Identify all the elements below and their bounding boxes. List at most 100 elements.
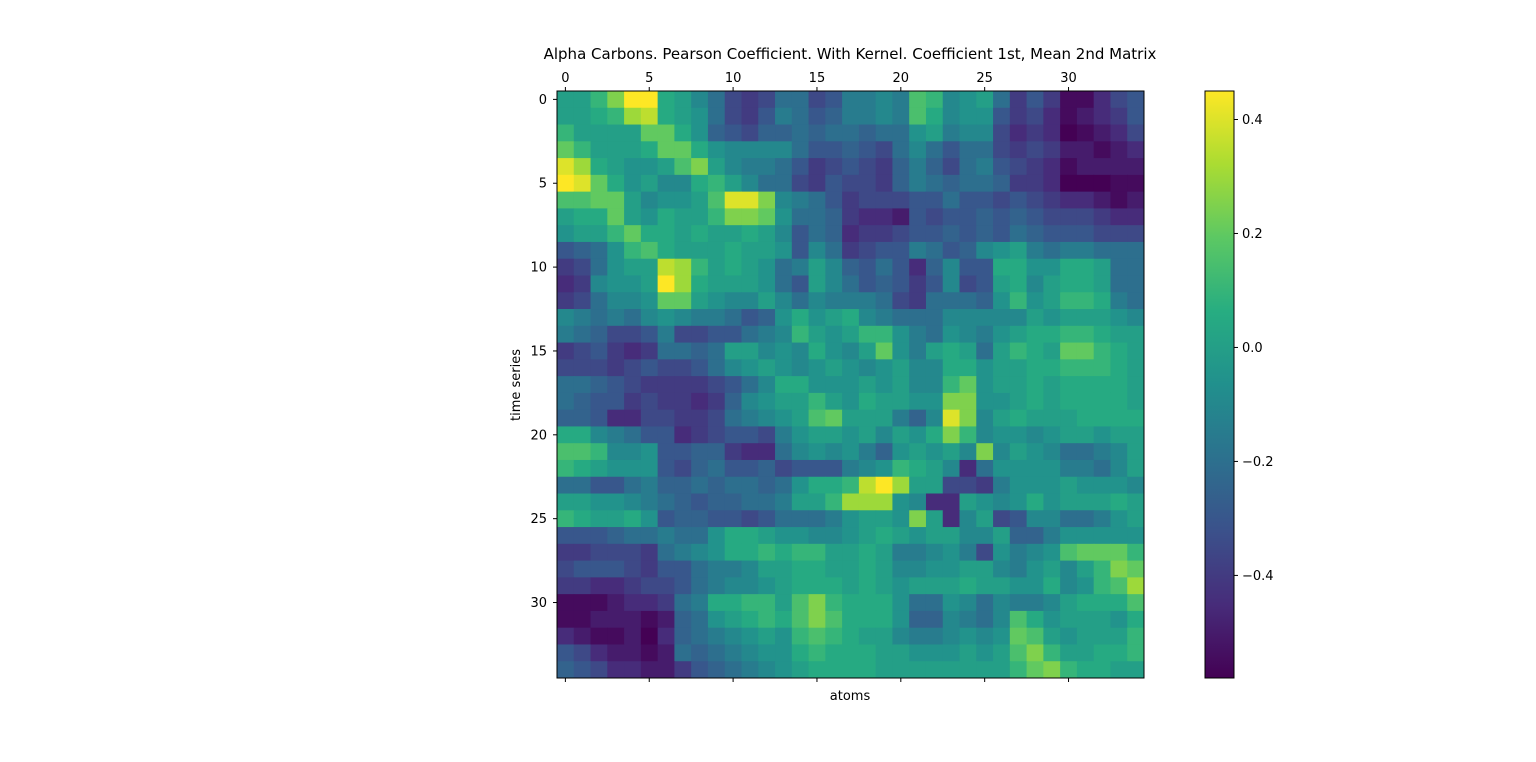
heatmap-cell: [1009, 644, 1028, 662]
heatmap-cell: [674, 577, 692, 595]
heatmap-cell: [1026, 275, 1044, 293]
heatmap-cell: [758, 191, 776, 209]
heatmap-cell: [858, 376, 877, 394]
heatmap-cell: [909, 376, 927, 394]
heatmap-cell: [858, 225, 877, 243]
heatmap-cell: [808, 392, 826, 411]
heatmap-cell: [741, 443, 759, 461]
heatmap-cell: [657, 225, 675, 243]
heatmap-cell: [640, 124, 659, 142]
heatmap-cell: [758, 476, 776, 495]
heatmap-cell: [707, 359, 726, 377]
heatmap-cell: [1110, 644, 1128, 662]
heatmap-cell: [775, 225, 793, 243]
heatmap-cell: [640, 493, 659, 511]
heatmap-cell: [976, 258, 994, 276]
heatmap-cell: [791, 376, 810, 394]
heatmap-cell: [808, 426, 826, 444]
heatmap-cell: [607, 594, 625, 612]
y-tick-label: 25: [530, 512, 547, 527]
heatmap-cell: [607, 342, 625, 360]
heatmap-cell: [1043, 241, 1061, 260]
heatmap-cell: [875, 124, 893, 142]
heatmap-cell: [909, 208, 927, 226]
heatmap-cell: [909, 594, 927, 612]
heatmap-cell: [573, 543, 592, 562]
heatmap-cell: [808, 359, 826, 377]
heatmap-cell: [691, 174, 709, 193]
heatmap-cell: [1043, 309, 1061, 327]
heatmap-cell: [741, 309, 759, 327]
heatmap-cell: [624, 426, 642, 444]
heatmap-cell: [875, 325, 893, 344]
heatmap-cell: [674, 124, 692, 142]
heatmap-cell: [842, 426, 860, 444]
heatmap-cell: [808, 594, 826, 612]
heatmap-cell: [1093, 342, 1111, 360]
heatmap-cell: [1009, 376, 1028, 394]
heatmap-cell: [1076, 91, 1095, 109]
heatmap-cell: [1060, 241, 1078, 260]
heatmap-cell: [791, 292, 810, 310]
heatmap-cell: [707, 124, 726, 142]
heatmap-cell: [741, 376, 759, 394]
heatmap-cell: [640, 225, 659, 243]
heatmap-cell: [1026, 208, 1044, 226]
heatmap-cell: [909, 493, 927, 511]
heatmap-cell: [758, 258, 776, 276]
heatmap-cell: [909, 124, 927, 142]
heatmap-cell: [657, 644, 675, 662]
heatmap-cell: [1009, 409, 1028, 427]
heatmap-cell: [590, 426, 608, 444]
heatmap-cell: [909, 342, 927, 360]
heatmap-cell: [925, 510, 944, 528]
heatmap-cell: [1009, 392, 1028, 411]
heatmap-cell: [557, 560, 575, 578]
heatmap-cell: [1043, 627, 1061, 645]
heatmap-cell: [573, 275, 592, 293]
heatmap-cell: [875, 392, 893, 411]
heatmap-cell: [942, 309, 961, 327]
heatmap-cell: [1043, 91, 1061, 109]
heatmap-cell: [1026, 191, 1044, 209]
heatmap-cell: [993, 342, 1011, 360]
heatmap-cell: [1043, 141, 1061, 159]
heatmap-cell: [925, 426, 944, 444]
heatmap-cell: [993, 292, 1011, 310]
heatmap-cell: [808, 309, 826, 327]
heatmap-cell: [557, 426, 575, 444]
heatmap-cell: [674, 191, 692, 209]
heatmap-cell: [1093, 409, 1111, 427]
heatmap-cell: [573, 208, 592, 226]
heatmap-cell: [925, 275, 944, 293]
heatmap-cell: [624, 208, 642, 226]
heatmap-cell: [976, 241, 994, 260]
heatmap-cell: [758, 158, 776, 176]
heatmap-cell: [825, 124, 843, 142]
heatmap-cell: [825, 141, 843, 159]
heatmap-cell: [707, 543, 726, 562]
heatmap-cell: [842, 359, 860, 377]
heatmap-cell: [1076, 493, 1095, 511]
heatmap-cell: [1026, 661, 1044, 679]
heatmap-cell: [657, 258, 675, 276]
heatmap-cell: [557, 191, 575, 209]
heatmap-cell: [724, 627, 742, 645]
heatmap-cell: [1060, 292, 1078, 310]
heatmap-cell: [858, 610, 877, 629]
heatmap-cell: [724, 325, 742, 344]
heatmap-cell: [1127, 275, 1145, 293]
heatmap-cell: [825, 627, 843, 645]
heatmap-cell: [691, 107, 709, 126]
heatmap-cell: [1009, 627, 1028, 645]
heatmap-cell: [624, 409, 642, 427]
heatmap-cell: [573, 527, 592, 545]
heatmap-cell: [976, 325, 994, 344]
heatmap-cell: [624, 493, 642, 511]
heatmap-cell: [1127, 309, 1145, 327]
heatmap-cell: [590, 325, 608, 344]
heatmap-cell: [842, 543, 860, 562]
heatmap-cell: [858, 476, 877, 495]
heatmap-cell: [674, 292, 692, 310]
heatmap-cell: [858, 241, 877, 260]
